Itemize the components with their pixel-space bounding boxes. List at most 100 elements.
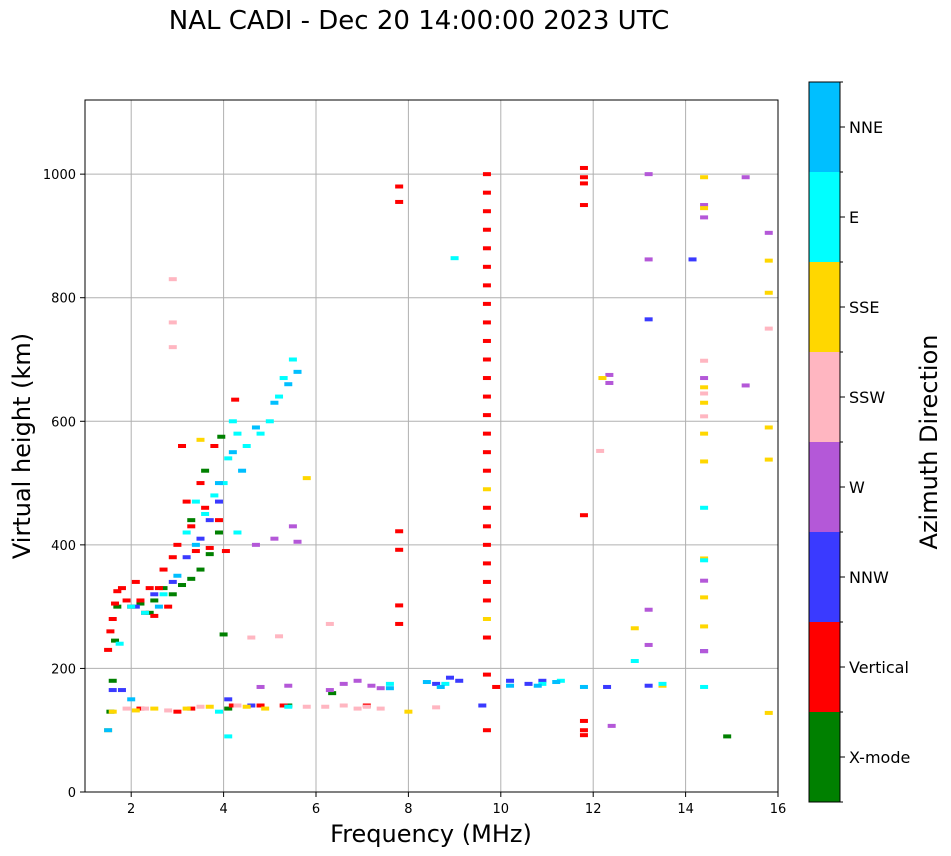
point-w — [700, 376, 709, 381]
point-sse — [598, 376, 607, 381]
x-tick-label: 16 — [770, 802, 787, 817]
point-nnw — [445, 675, 454, 680]
point-ssw — [168, 345, 177, 350]
point-nne — [270, 400, 279, 405]
point-vertical — [482, 172, 491, 177]
colorbar-tick-label: SSE — [849, 298, 879, 317]
point-nne — [579, 684, 588, 689]
point-w — [644, 257, 653, 262]
y-axis-label: Virtual height (km) — [8, 333, 36, 559]
point-vertical — [482, 283, 491, 288]
point-sse — [700, 175, 709, 180]
point-sse — [482, 487, 491, 492]
point-w — [607, 723, 616, 728]
point-vertical — [482, 561, 491, 566]
point-nne — [251, 425, 260, 430]
y-tick-label: 800 — [51, 292, 76, 307]
point-vertical — [150, 613, 159, 618]
point-vertical — [104, 647, 113, 652]
colorbar-label: Azimuth Direction — [915, 335, 943, 550]
point-vertical — [395, 547, 404, 552]
point-sse — [700, 385, 709, 390]
point-w — [741, 175, 750, 180]
point-vertical — [482, 431, 491, 436]
point-e — [450, 256, 459, 261]
point-vertical — [122, 598, 131, 603]
x-axis-label: Frequency (MHz) — [330, 820, 532, 848]
point-nne — [104, 728, 113, 733]
point-sse — [764, 457, 773, 462]
point-vertical — [482, 338, 491, 343]
point-e — [441, 681, 450, 686]
point-nnw — [688, 257, 697, 262]
point-ssw — [302, 704, 311, 709]
point-vertical — [173, 709, 182, 714]
x-tick-label: 12 — [585, 802, 602, 817]
point-w — [605, 372, 614, 377]
point-ssw — [339, 703, 348, 708]
point-vertical — [579, 175, 588, 180]
colorbar-segment-vertical — [809, 622, 840, 712]
x-tick-label: 4 — [219, 802, 227, 817]
point-vertical — [579, 165, 588, 170]
point-vertical — [492, 684, 501, 689]
point-ssw — [700, 414, 709, 419]
point-sse — [404, 709, 413, 714]
point-nne — [173, 573, 182, 578]
point-sse — [700, 624, 709, 629]
point-vertical — [482, 227, 491, 232]
point-ssw — [321, 704, 330, 709]
point-sse — [764, 290, 773, 295]
point-nnw — [131, 604, 140, 609]
point-nne — [284, 382, 293, 387]
point-nnw — [214, 499, 223, 504]
point-x-mode — [111, 638, 120, 643]
point-x-mode — [214, 530, 223, 535]
point-nnw — [478, 703, 487, 708]
point-w — [293, 539, 302, 544]
point-w — [325, 688, 334, 693]
colorbar-segment-e — [809, 172, 840, 262]
point-ssw — [247, 635, 256, 640]
point-vertical — [136, 706, 145, 711]
point-e — [538, 681, 547, 686]
point-x-mode — [196, 567, 205, 572]
point-sse — [700, 431, 709, 436]
point-vertical — [482, 524, 491, 529]
point-nne — [228, 450, 237, 455]
point-nnw — [182, 555, 191, 560]
point-vertical — [482, 320, 491, 325]
point-vertical — [395, 184, 404, 189]
colorbar-segment-x-mode — [809, 712, 840, 802]
point-e — [284, 704, 293, 709]
point-ssw — [362, 704, 371, 709]
point-sse — [108, 709, 117, 714]
point-nnw — [432, 681, 441, 686]
point-w — [700, 215, 709, 220]
point-sse — [700, 206, 709, 211]
point-nne — [436, 684, 445, 689]
point-e — [265, 419, 274, 424]
point-vertical — [221, 549, 230, 554]
point-vertical — [131, 579, 140, 584]
point-w — [741, 383, 750, 388]
point-w — [339, 681, 348, 686]
point-nnw — [506, 678, 515, 683]
point-vertical — [482, 246, 491, 251]
point-vertical — [482, 376, 491, 381]
point-vertical — [579, 728, 588, 733]
point-ssw — [325, 621, 334, 626]
point-vertical — [205, 545, 214, 550]
point-nnw — [108, 688, 117, 693]
colorbar-tick-label: E — [849, 208, 859, 227]
point-e — [700, 684, 709, 689]
point-vertical — [178, 444, 187, 448]
point-vertical — [154, 586, 163, 591]
x-tick-label: 8 — [404, 802, 412, 817]
point-w — [251, 542, 260, 547]
point-ssw — [233, 703, 242, 708]
colorbar-segment-nnw — [809, 532, 840, 622]
y-axis-ticks: 0 200 400 600 800 1000 — [43, 168, 85, 801]
point-x-mode — [328, 691, 337, 696]
